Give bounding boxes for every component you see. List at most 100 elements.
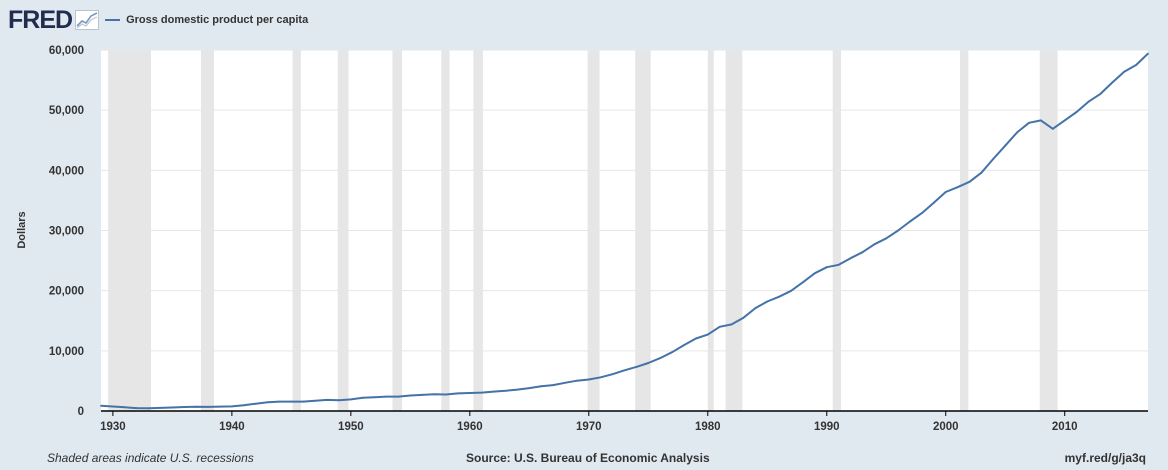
series-group	[100, 52, 1149, 410]
data-point	[1016, 131, 1019, 134]
data-point	[373, 396, 376, 399]
data-point	[278, 400, 281, 403]
legend: Gross domestic product per capita	[105, 14, 308, 26]
y-tick-label: 60,000	[49, 45, 84, 57]
data-point	[956, 186, 959, 189]
short-url-link[interactable]: myf.red/g/ja3q	[1064, 451, 1146, 465]
data-point	[219, 405, 221, 408]
x-tick-label: 1950	[338, 421, 364, 433]
data-point	[885, 237, 888, 240]
data-point	[932, 201, 935, 204]
data-point	[766, 300, 769, 303]
data-point	[683, 344, 685, 347]
data-point	[599, 376, 602, 379]
data-point	[647, 362, 650, 364]
x-tick-label: 1930	[100, 421, 126, 433]
data-point	[694, 337, 697, 340]
data-point	[528, 387, 531, 390]
x-axis-ticks: 1930 1940 1950 1960 1970 1980 1990 2000 2010	[100, 411, 1078, 433]
data-point	[207, 406, 209, 408]
data-point	[1004, 144, 1007, 147]
data-point	[159, 406, 162, 409]
data-point	[409, 394, 412, 397]
data-point	[944, 191, 947, 193]
data-point	[659, 357, 662, 359]
data-point	[849, 257, 852, 260]
data-point	[706, 333, 709, 336]
data-point	[813, 272, 816, 275]
x-tick-label: 2010	[1052, 421, 1078, 433]
data-point	[587, 378, 590, 381]
data-point	[445, 393, 447, 396]
data-point	[147, 407, 150, 410]
data-point	[909, 220, 911, 223]
x-tick-label: 1970	[576, 421, 602, 433]
data-point	[742, 316, 745, 319]
data-point	[266, 401, 269, 404]
data-point	[873, 243, 876, 246]
data-point	[552, 384, 555, 386]
data-point	[730, 323, 733, 326]
data-point	[790, 289, 792, 292]
data-point	[433, 393, 436, 396]
data-point	[468, 392, 471, 394]
data-point	[1028, 121, 1030, 124]
data-point	[802, 281, 804, 284]
y-tick-label: 20,000	[49, 286, 84, 298]
grid-lines	[101, 49, 1148, 352]
data-point	[837, 263, 840, 266]
data-point	[980, 171, 983, 174]
data-point	[504, 389, 507, 392]
data-point	[183, 406, 186, 408]
data-point	[754, 307, 757, 310]
data-point	[861, 251, 864, 254]
data-point	[1147, 52, 1149, 55]
data-point	[385, 395, 388, 398]
data-point	[825, 266, 828, 269]
data-point	[100, 404, 102, 407]
data-point	[457, 392, 459, 395]
data-point	[623, 369, 626, 372]
data-point	[230, 405, 233, 408]
data-point	[421, 393, 424, 396]
data-point	[1063, 119, 1066, 122]
data-point	[611, 373, 614, 376]
data-point	[968, 180, 971, 183]
data-point	[718, 325, 721, 328]
data-point	[480, 391, 483, 394]
data-point	[135, 407, 138, 410]
data-point	[564, 381, 566, 384]
source-text: Source: U.S. Bureau of Economic Analysis	[466, 451, 710, 465]
data-point	[992, 158, 995, 160]
data-point	[397, 395, 400, 398]
recession-note: Shaded areas indicate U.S. recessions	[47, 451, 254, 465]
x-tick-label: 1940	[219, 421, 245, 433]
x-tick-label: 1980	[695, 421, 721, 433]
x-tick-label: 1960	[457, 421, 483, 433]
data-point	[576, 379, 578, 382]
data-point	[540, 385, 543, 388]
data-point	[1135, 64, 1138, 66]
x-tick-label: 1990	[814, 421, 840, 433]
y-tick-label: 40,000	[49, 165, 84, 177]
data-point	[349, 398, 352, 401]
data-point	[671, 351, 673, 354]
data-point	[778, 295, 781, 298]
data-point	[1111, 81, 1114, 84]
fred-logo[interactable]: FRED	[8, 5, 100, 34]
data-point	[314, 399, 317, 402]
data-point	[897, 229, 900, 232]
data-point	[516, 388, 519, 391]
data-point	[1087, 100, 1090, 103]
data-point	[361, 396, 364, 399]
data-point	[492, 390, 495, 393]
fred-logo-text: FRED	[8, 5, 73, 34]
y-tick-label: 50,000	[49, 105, 84, 117]
data-point	[242, 404, 245, 407]
data-point	[326, 398, 328, 401]
y-axis-ticks: 0 10,000 20,000 30,000 40,000 50,000 60,000	[49, 45, 84, 418]
legend-label: Gross domestic product per capita	[126, 14, 309, 26]
data-point	[635, 365, 638, 368]
y-tick-label: 30,000	[49, 226, 84, 238]
